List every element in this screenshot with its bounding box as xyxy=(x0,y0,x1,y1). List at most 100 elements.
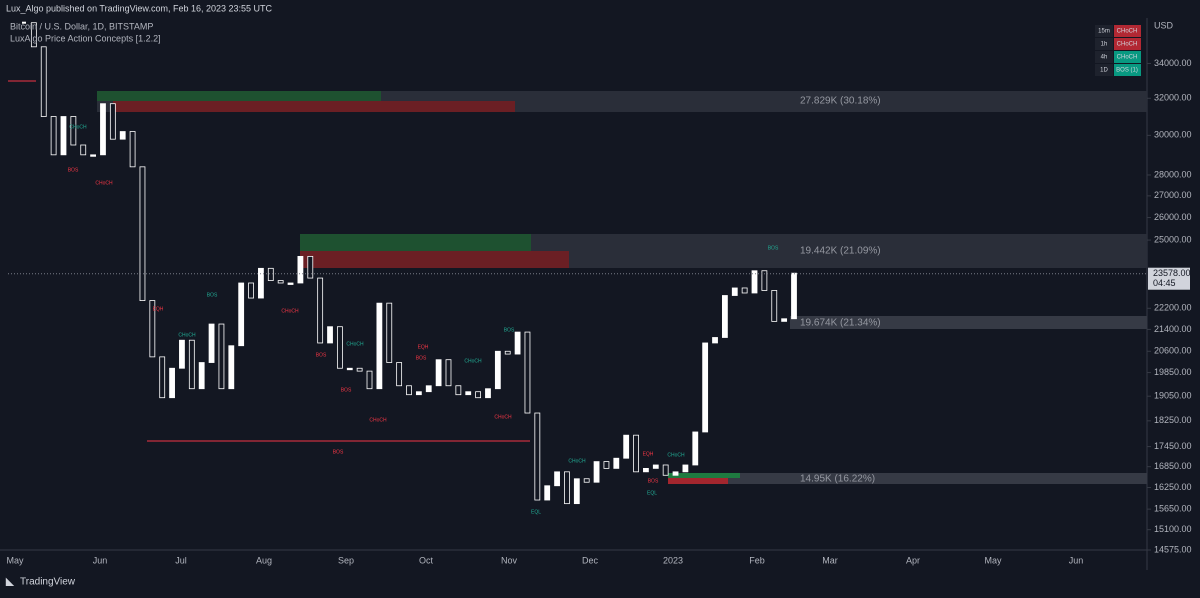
zone-red xyxy=(668,478,728,484)
countdown: 04:45 xyxy=(1153,278,1176,288)
structure-label: BOS xyxy=(648,478,659,484)
candle xyxy=(248,282,254,299)
publisher-line: Lux_Algo published on TradingView.com, F… xyxy=(6,3,273,13)
candle xyxy=(22,21,26,24)
structure-label: CHoCH xyxy=(178,332,196,338)
candle xyxy=(277,280,284,284)
y-tick-label: 16850.00 xyxy=(1154,461,1192,471)
candle xyxy=(386,302,393,363)
table-signal: BOS (1) xyxy=(1116,68,1138,74)
structure-label: CHoCH xyxy=(281,308,299,314)
candle xyxy=(494,350,501,390)
y-tick-label: 22200.00 xyxy=(1154,303,1192,313)
table-timeframe: 1D xyxy=(1100,68,1108,74)
zone-red xyxy=(113,101,515,112)
candle xyxy=(317,277,324,344)
candle xyxy=(366,370,373,390)
structure-label: EQH xyxy=(418,344,429,350)
candle xyxy=(771,290,778,322)
structure-label: EQL xyxy=(647,490,657,496)
y-tick-label: 32000.00 xyxy=(1154,93,1192,103)
candle xyxy=(90,154,97,157)
last-price-tag xyxy=(1148,267,1190,290)
table-cell xyxy=(1114,51,1141,63)
candle xyxy=(721,295,728,338)
table-timeframe: 4h xyxy=(1101,55,1108,61)
candle xyxy=(781,318,788,322)
structure-label: CHoCH xyxy=(95,180,113,186)
candle xyxy=(573,478,580,505)
candle xyxy=(583,478,590,483)
candle xyxy=(633,434,639,473)
structure-label: CHoCH xyxy=(568,458,586,464)
candle xyxy=(741,287,748,294)
candle xyxy=(593,461,600,483)
zone-green xyxy=(300,234,531,251)
zone-label: 19.674K (21.34%) xyxy=(800,318,881,329)
table-signal: CHoCH xyxy=(1117,42,1138,48)
candle xyxy=(751,270,758,294)
structure-label: CHoCH xyxy=(464,358,482,364)
y-tick-label: 34000.00 xyxy=(1154,58,1192,68)
structure-label: EQL xyxy=(531,509,541,515)
candle xyxy=(613,457,620,469)
zone-label: 27.829K (30.18%) xyxy=(800,96,881,107)
candle xyxy=(603,461,610,469)
structure-label: CHoCH xyxy=(369,417,387,423)
x-tick-label: Dec xyxy=(582,555,599,565)
candle xyxy=(435,359,442,387)
x-tick-label: Apr xyxy=(906,555,920,565)
footer-bar xyxy=(0,572,1200,593)
y-tick-label: 20600.00 xyxy=(1154,346,1192,356)
y-axis-label: USD xyxy=(1154,20,1174,30)
table-cell xyxy=(1095,51,1113,63)
structure-label: BOS xyxy=(316,352,327,358)
candle xyxy=(336,326,343,369)
chart-title: Bitcoin / U.S. Dollar, 1D, BITSTAMP xyxy=(10,21,153,31)
candle xyxy=(70,116,77,146)
candle xyxy=(60,116,67,156)
candle xyxy=(672,471,679,476)
candle xyxy=(524,331,531,414)
candle xyxy=(465,391,472,396)
candle xyxy=(485,388,491,399)
table-cell xyxy=(1114,25,1141,37)
candle xyxy=(692,431,699,466)
candle xyxy=(307,255,314,279)
structure-label: BOS xyxy=(504,327,515,333)
candle xyxy=(376,302,383,390)
zone-label: 14.95K (16.22%) xyxy=(800,474,875,485)
structure-label: BOS xyxy=(207,292,218,298)
candle xyxy=(702,342,709,433)
structure-label: BOS xyxy=(341,387,352,393)
brand-icon: ◣ xyxy=(5,577,15,588)
candle xyxy=(267,267,274,281)
candle xyxy=(712,337,718,344)
table-cell xyxy=(1095,64,1113,76)
candle xyxy=(228,345,235,390)
x-tick-label: Oct xyxy=(419,555,434,565)
candle xyxy=(198,362,205,390)
candle xyxy=(455,385,462,396)
y-tick-label: 19050.00 xyxy=(1154,391,1192,401)
x-tick-label: May xyxy=(6,555,24,565)
candle xyxy=(544,485,551,501)
structure-label: BOS xyxy=(333,449,344,455)
candle xyxy=(761,270,768,291)
candle xyxy=(208,323,215,363)
zone-band xyxy=(790,316,1147,329)
candle xyxy=(643,467,649,473)
y-tick-label: 18250.00 xyxy=(1154,415,1192,425)
structure-label: CHoCH xyxy=(494,414,512,420)
brand-logo: TradingView xyxy=(20,577,76,588)
y-tick-label: 28000.00 xyxy=(1154,169,1192,179)
candle xyxy=(109,103,116,140)
candle xyxy=(406,385,412,396)
y-tick-label: 25000.00 xyxy=(1154,234,1192,244)
candle xyxy=(731,287,738,296)
structure-label: CHoCH xyxy=(667,452,685,458)
candle xyxy=(415,391,422,396)
y-tick-label: 26000.00 xyxy=(1154,212,1192,222)
candle xyxy=(396,362,403,387)
x-tick-label: Sep xyxy=(338,555,354,565)
